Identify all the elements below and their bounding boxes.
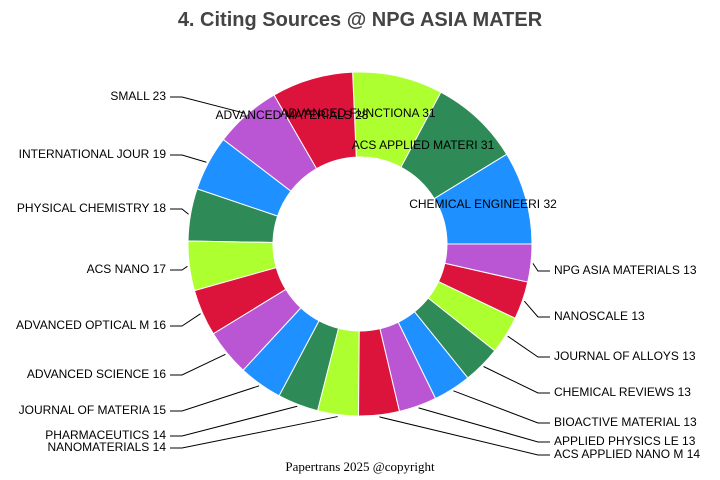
label-leader-line (507, 335, 550, 358)
label-leader-line (170, 154, 207, 163)
slice-label: APPLIED PHYSICS LE 13 (554, 434, 696, 448)
slice-label: JOURNAL OF MATERIA 15 (19, 403, 167, 417)
slice-label: INTERNATIONAL JOUR 19 (19, 147, 167, 161)
slice-label: SMALL 23 (110, 89, 166, 103)
label-leader-line (170, 313, 201, 327)
slice-label: ACS APPLIED NANO M 14 (554, 447, 700, 461)
slice-label: BIOACTIVE MATERIAL 13 (554, 415, 697, 429)
slice-label: ADVANCED MATERIALS 28 (216, 108, 369, 122)
label-leader-line (170, 405, 298, 437)
label-leader-line (170, 208, 189, 215)
slice-label: PHYSICAL CHEMISTRY 18 (17, 201, 166, 215)
donut-slices (187, 71, 533, 417)
label-leader-line (483, 366, 550, 394)
label-leader-line (379, 416, 550, 456)
slice-label: ADVANCED SCIENCE 16 (27, 367, 166, 381)
slice-label: ADVANCED FUNCTIONA 31 (280, 106, 435, 120)
slice-label: JOURNAL OF ALLOYS 13 (554, 349, 696, 363)
label-leader-line (453, 390, 550, 424)
label-leader-line (170, 265, 188, 271)
label-leader-line (418, 407, 550, 443)
slice-label: PHARMACEUTICS 14 (45, 428, 166, 442)
label-leader-line (170, 385, 260, 412)
chart-footer: Papertrans 2025 @copyright (285, 459, 435, 474)
slice-label: ADVANCED OPTICAL M 16 (16, 318, 166, 332)
slice-labels: CHEMICAL ENGINEERI 32 ACS APPLIED MATERI … (16, 89, 700, 461)
slice-label: NPG ASIA MATERIALS 13 (554, 263, 697, 277)
chart-title: 4. Citing Sources @ NPG ASIA MATER (178, 9, 543, 31)
label-leader-line (532, 263, 550, 272)
slice-label: NANOMATERIALS 14 (48, 440, 167, 454)
label-leader-line (523, 300, 550, 318)
slice-label: CHEMICAL REVIEWS 13 (554, 385, 691, 399)
slice-label: NANOSCALE 13 (554, 309, 645, 323)
donut-slice (444, 243, 533, 283)
label-leader-line (170, 96, 246, 114)
slice-label: ACS APPLIED MATERI 31 (352, 138, 495, 152)
slice-label: CHEMICAL ENGINEERI 32 (409, 197, 557, 211)
slice-label: ACS NANO 17 (87, 262, 167, 276)
label-leader-line (170, 416, 338, 449)
label-leader-line (170, 353, 226, 376)
